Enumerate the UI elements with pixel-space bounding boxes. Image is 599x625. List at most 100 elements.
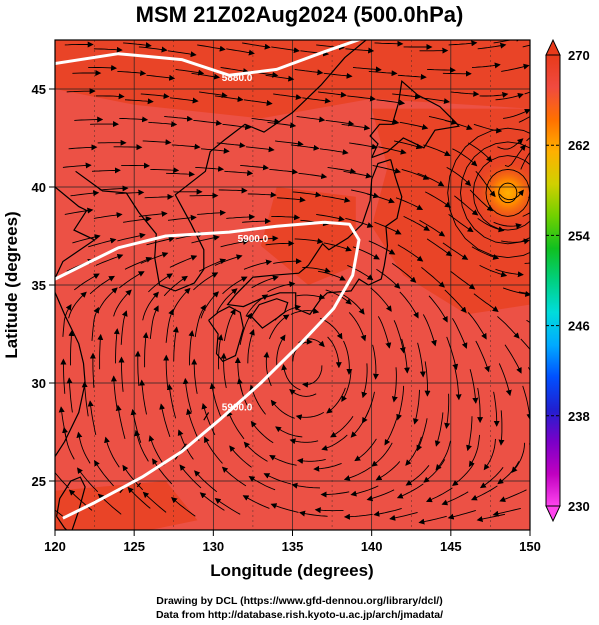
streamline — [396, 483, 424, 499]
colorbar-min-triangle — [545, 505, 561, 523]
coastline — [136, 482, 141, 488]
streamline — [350, 485, 379, 497]
streamline — [200, 291, 220, 319]
streamline — [319, 148, 349, 155]
streamline — [435, 440, 451, 471]
streamline — [391, 367, 398, 403]
streamline — [318, 91, 347, 98]
streamline — [221, 466, 247, 487]
streamline — [467, 312, 487, 340]
streamline — [163, 275, 188, 297]
streamline — [452, 148, 478, 167]
streamline — [427, 67, 456, 74]
streamline — [479, 467, 504, 489]
streamline — [477, 42, 507, 50]
streamline — [469, 369, 479, 404]
streamline — [97, 333, 104, 370]
streamline — [62, 162, 92, 169]
streamline — [471, 246, 500, 260]
streamline — [325, 289, 352, 305]
streamline — [216, 288, 238, 313]
streamline — [341, 369, 352, 403]
streamline — [127, 486, 151, 509]
x-tick-label: 120 — [44, 539, 66, 554]
streamline — [299, 510, 328, 517]
streamline — [250, 420, 274, 444]
streamline — [417, 172, 445, 187]
streamline — [318, 270, 346, 281]
streamline — [468, 434, 481, 468]
streamline — [473, 123, 503, 134]
streamline — [520, 338, 530, 351]
streamline — [361, 391, 375, 424]
streamline — [64, 207, 94, 215]
streamline — [142, 139, 172, 146]
y-tick-label: 25 — [32, 474, 46, 489]
streamline — [197, 44, 226, 52]
streamline — [81, 381, 89, 417]
streamline — [502, 287, 530, 297]
height-contour — [55, 40, 363, 77]
streamline — [391, 263, 417, 283]
streamline — [522, 44, 530, 48]
streamline — [138, 210, 168, 217]
streamline — [118, 356, 125, 392]
streamline — [298, 172, 328, 180]
streamline — [220, 238, 250, 248]
streamline — [348, 312, 367, 342]
x-tick-label: 135 — [282, 539, 304, 554]
cyclone-ring — [498, 182, 518, 204]
streamline — [91, 167, 121, 174]
streamline — [441, 491, 469, 506]
streamline — [397, 244, 424, 262]
contour-label: 5900.0 — [238, 234, 269, 245]
streamline — [289, 438, 319, 445]
coastline — [203, 412, 210, 421]
streamline — [419, 219, 446, 237]
y-tick-label: 40 — [32, 180, 46, 195]
streamline — [426, 238, 453, 257]
streamline — [239, 312, 253, 345]
streamline — [451, 463, 475, 486]
streamline — [349, 142, 378, 150]
cyclone-ring — [447, 127, 530, 259]
streamline — [493, 391, 500, 427]
streamline — [347, 264, 374, 281]
streamline — [373, 507, 402, 517]
streamline — [292, 191, 322, 198]
streamline — [142, 332, 149, 368]
streamline — [492, 507, 521, 517]
streamline — [421, 267, 445, 288]
streamline — [493, 221, 522, 229]
streamline — [290, 308, 320, 315]
streamline — [434, 412, 444, 447]
streamline — [343, 340, 353, 375]
streamline — [524, 91, 530, 95]
streamline — [216, 142, 246, 149]
contour-label: 5900.0 — [222, 402, 253, 413]
streamline — [218, 187, 248, 194]
streamline — [142, 491, 167, 513]
streamline — [134, 429, 149, 462]
streamline — [446, 167, 472, 187]
streamline — [302, 266, 331, 274]
streamline — [150, 167, 180, 174]
streamline — [442, 242, 469, 260]
streamline — [70, 190, 100, 197]
streamline — [175, 68, 205, 76]
streamline — [450, 90, 480, 97]
x-axis-title: Longitude (degrees) — [210, 561, 373, 580]
streamline — [88, 237, 117, 248]
streamline — [343, 513, 373, 520]
streamline — [243, 99, 273, 106]
streamline — [295, 412, 325, 421]
streamline — [115, 404, 126, 440]
streamline — [188, 330, 195, 366]
streamline — [243, 441, 268, 462]
streamline — [89, 275, 115, 295]
streamline — [499, 489, 527, 502]
streamline — [476, 513, 506, 523]
streamline — [275, 426, 303, 438]
streamline — [267, 121, 297, 129]
streamline — [113, 289, 132, 317]
